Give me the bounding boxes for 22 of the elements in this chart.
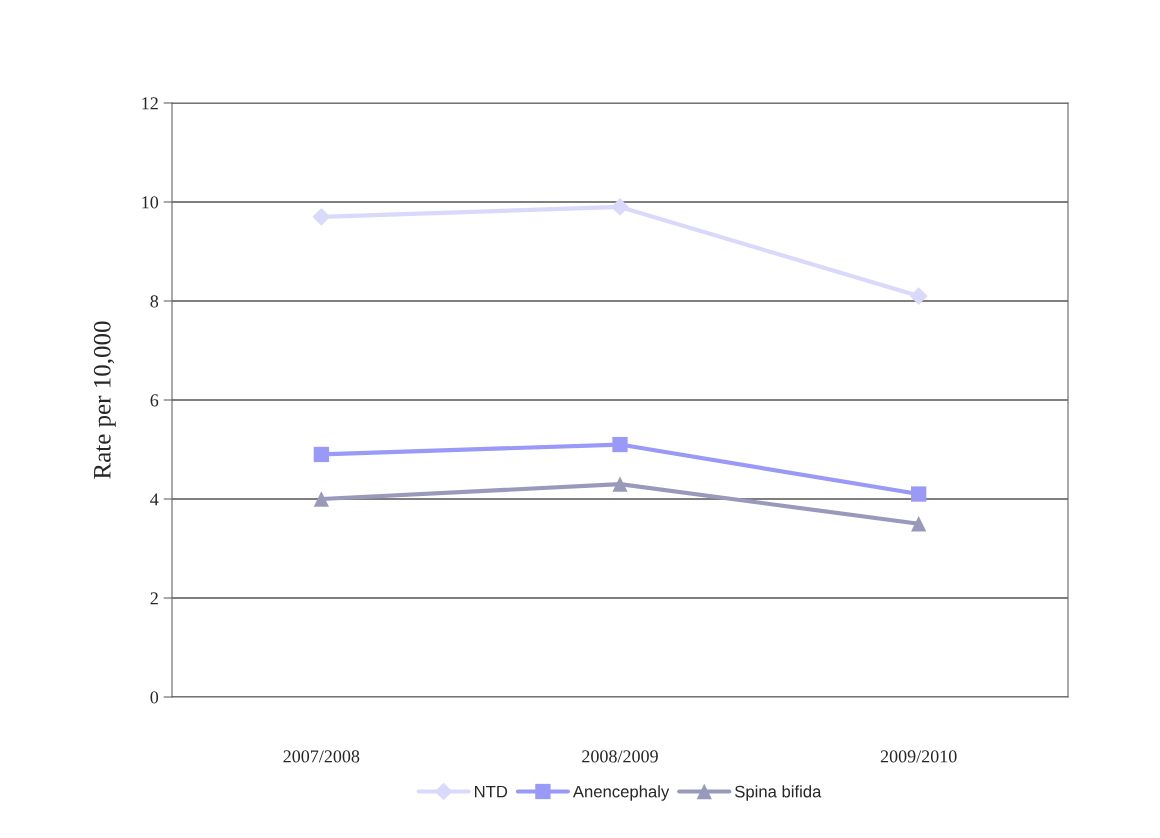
x-tick-label: 2009/2010 [880, 750, 957, 763]
point [612, 476, 628, 492]
y-tick-label: 6 [150, 394, 159, 407]
point [911, 516, 927, 532]
y-tick-label: 2 [150, 592, 158, 605]
y-tick-label: 10 [142, 196, 159, 209]
point [612, 436, 628, 453]
point [611, 198, 629, 216]
legend-label: NTD [475, 785, 508, 798]
point [911, 486, 927, 502]
y-tick-label: 0 [150, 691, 159, 704]
y-tick-label: 8 [150, 295, 159, 308]
x-tick-label: 2007/2008 [283, 750, 360, 763]
y-tick-label: 4 [150, 493, 159, 506]
point [909, 287, 928, 305]
legend-label: Spina bifida [735, 785, 822, 801]
legend-label: Anencephaly [572, 785, 670, 801]
point [313, 491, 329, 507]
point [313, 446, 329, 463]
y-axis-title: Rate per 10,000 [93, 321, 116, 479]
y-tick-label: 12 [142, 97, 158, 110]
x-tick-label: 2008/2009 [582, 750, 658, 763]
